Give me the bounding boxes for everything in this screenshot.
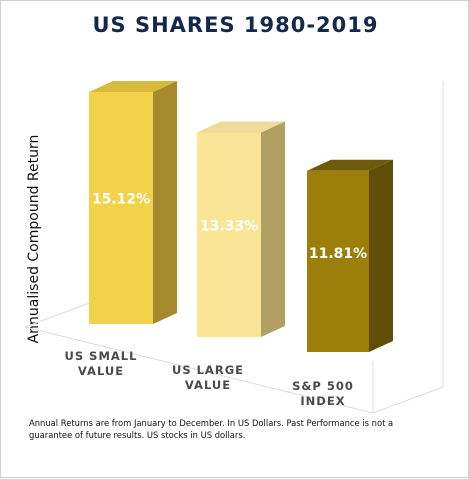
bars-group xyxy=(89,81,393,352)
bar xyxy=(307,170,369,352)
floor-line xyxy=(24,326,374,414)
bar-value-label: 13.33% xyxy=(200,219,258,235)
chart-floor xyxy=(24,81,444,414)
category-label: US LARGE xyxy=(172,363,244,377)
bar-side xyxy=(369,159,393,352)
bar xyxy=(89,92,153,324)
category-label: US SMALL xyxy=(65,349,138,363)
bar-value-label: 15.12% xyxy=(92,191,150,207)
floor-line xyxy=(24,300,96,328)
bar xyxy=(197,132,261,337)
category-label: INDEX xyxy=(300,394,345,408)
bar-top xyxy=(89,81,177,92)
floor-line xyxy=(372,386,444,414)
category-label: S&P 500 xyxy=(292,379,354,393)
category-label: VALUE xyxy=(185,378,231,392)
bar-side xyxy=(153,81,177,324)
footnote: Annual Returns are from January to Decem… xyxy=(29,418,394,440)
chart-title: US SHARES 1980-2019 xyxy=(92,13,379,37)
bar-value-label: 11.81% xyxy=(309,246,367,262)
bar-side xyxy=(261,121,285,337)
bar-top xyxy=(307,159,393,171)
category-label: VALUE xyxy=(78,364,124,378)
bar-top xyxy=(197,121,285,133)
